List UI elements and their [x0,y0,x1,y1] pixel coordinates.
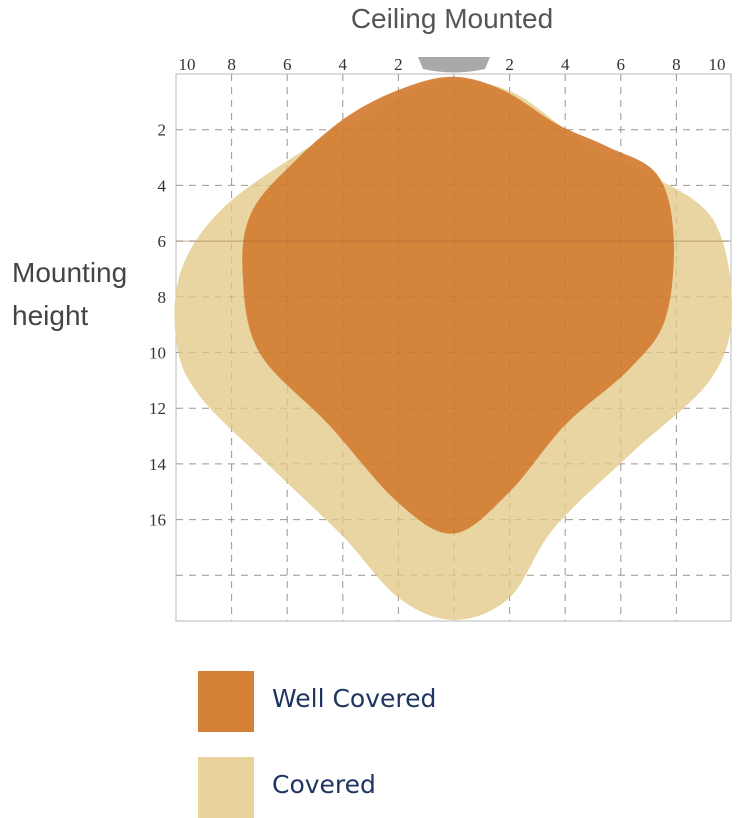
ceiling-mount-icon [418,57,490,73]
y-tick-label: 4 [158,176,167,195]
x-tick-label: 2 [505,55,514,74]
y-tick-label: 6 [158,232,167,251]
y-tick-label: 16 [149,511,166,530]
chart-title: Ceiling Mounted [351,3,553,34]
x-tick-label: 8 [227,55,236,74]
grid-overlay [176,74,731,621]
x-tick-labels: 10 8 6 4 2 2 4 6 8 10 [179,55,726,74]
legend-swatch-well-covered [198,671,254,732]
y-tick-label: 14 [149,455,167,474]
x-tick-label: 6 [617,55,626,74]
y-tick-label: 2 [158,121,167,140]
coverage-areas [174,76,733,620]
x-tick-label: 10 [709,55,726,74]
x-tick-label: 6 [283,55,292,74]
y-tick-label: 10 [149,344,166,363]
x-tick-label: 8 [672,55,681,74]
x-tick-label: 4 [561,55,570,74]
x-tick-label: 10 [179,55,196,74]
x-tick-label: 2 [394,55,403,74]
coverage-chart: Ceiling Mounted Mounting height 10 8 6 4 2 2 4… [12,3,733,622]
area-well-covered [242,76,674,534]
legend-label-well-covered: Well Covered [272,684,437,713]
legend-label-covered: Covered [272,770,376,799]
x-tick-label: 4 [339,55,348,74]
y-tick-label: 8 [158,288,167,307]
y-tick-labels: 2 4 6 8 10 12 14 16 [149,121,167,530]
y-tick-label: 12 [149,399,166,418]
y-axis-label-line-2: height [12,300,89,331]
y-axis-label-line-1: Mounting [12,257,127,288]
y-axis-label: Mounting height [12,257,135,331]
legend-swatch-covered [198,757,254,818]
